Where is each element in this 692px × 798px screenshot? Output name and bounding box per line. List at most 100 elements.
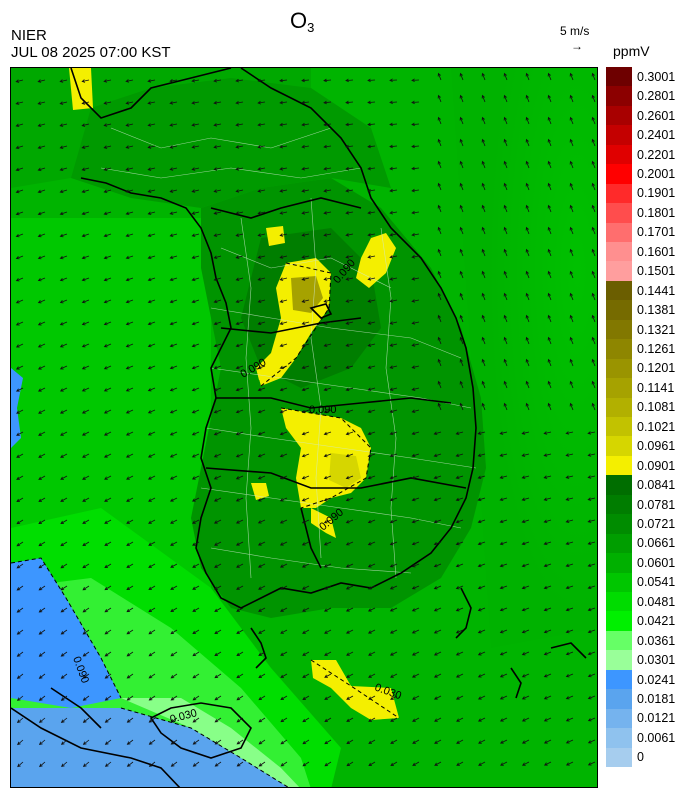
wind-arrow [235, 475, 244, 480]
wind-arrow [525, 292, 530, 301]
wind-arrow [302, 651, 310, 656]
wind-arrow [569, 138, 574, 147]
wind-arrow [345, 277, 354, 281]
wind-arrow [257, 475, 266, 480]
wind-arrow [279, 409, 288, 414]
wind-arrow [148, 761, 156, 767]
wind-arrow [213, 277, 222, 281]
wind-arrow [367, 100, 376, 105]
legend-label: 0.1901 [637, 186, 676, 201]
wind-arrow [169, 101, 178, 105]
wind-arrow [280, 651, 288, 656]
wind-arrow [125, 189, 134, 193]
wind-arrow [345, 255, 354, 259]
wind-arrow [257, 211, 266, 215]
wind-arrow [437, 248, 442, 257]
coastlines [11, 68, 587, 787]
wind-arrow [82, 673, 90, 679]
wind-arrow [235, 365, 244, 370]
legend-label: 0.0661 [637, 536, 676, 551]
wind-arrow [170, 651, 178, 657]
wind-arrow [591, 94, 596, 103]
legend-swatch [606, 339, 632, 360]
wind-arrow [15, 79, 24, 83]
wind-arrow [433, 453, 442, 458]
wind-arrow [323, 519, 332, 524]
wind-arrow [60, 519, 68, 525]
wind-arrow [499, 431, 508, 435]
wind-arrow [15, 145, 24, 150]
wind-arrow [191, 409, 200, 414]
wind-arrow [368, 761, 376, 767]
wind-arrow [213, 387, 222, 392]
wind-arrow [547, 116, 552, 125]
wind-arrow [38, 629, 46, 635]
wind-arrow [389, 166, 398, 171]
wind-arrow [591, 402, 596, 411]
wind-arrow [191, 475, 200, 480]
legend-label: 0.1441 [637, 283, 676, 298]
wind-arrow [525, 160, 530, 169]
wind-arrow [411, 210, 420, 215]
wind-arrow [434, 761, 442, 766]
wind-arrow [279, 189, 288, 193]
wind-arrow [459, 336, 464, 345]
wind-arrow [569, 270, 574, 279]
wind-arrow [345, 563, 354, 568]
wind-arrow [148, 563, 156, 568]
legend-label: 0.1501 [637, 264, 676, 279]
wind-arrow [389, 541, 398, 546]
wind-arrow [235, 211, 244, 215]
wind-arrow [125, 343, 134, 348]
wind-arrow [455, 607, 464, 612]
wind-arrow [16, 453, 24, 458]
wind-arrow [301, 166, 310, 171]
wind-arrow [38, 739, 46, 746]
wind-arrow [236, 761, 244, 767]
wind-arrow [591, 314, 596, 323]
wind-arrow [437, 292, 442, 301]
wind-arrow [323, 475, 332, 480]
wind-arrow [591, 358, 596, 367]
wind-arrow [525, 248, 530, 257]
wind-arrow [16, 409, 24, 414]
wind-arrow [525, 314, 530, 323]
wind-arrow [547, 138, 552, 147]
wind-arrow [258, 607, 266, 612]
wind-arrow [411, 541, 420, 546]
legend-label: 0.0061 [637, 730, 676, 745]
wind-arrow [37, 233, 46, 238]
wind-arrow [16, 695, 24, 701]
wind-arrow [437, 336, 442, 345]
wind-arrow [60, 607, 68, 613]
wind-arrow [192, 629, 200, 635]
wind-arrow [279, 343, 288, 348]
wind-arrow [389, 475, 398, 480]
wind-arrow [257, 277, 266, 281]
wind-arrow [81, 255, 90, 260]
wind-arrow [437, 138, 442, 147]
wind-arrow [437, 94, 442, 103]
wind-arrow [433, 651, 442, 656]
wind-arrow [148, 739, 156, 745]
wind-arrow [456, 717, 464, 722]
wind-vector-field [15, 72, 596, 768]
legend-swatch [606, 494, 632, 515]
wind-arrow [213, 78, 222, 83]
wind-arrow [587, 717, 596, 722]
wind-arrow [565, 651, 574, 656]
legend-label: 0.1261 [637, 341, 676, 356]
wind-arrow [126, 761, 134, 767]
wind-arrow [301, 431, 310, 436]
wind-arrow [521, 519, 530, 524]
legend-label: 0.0901 [637, 458, 676, 473]
legend-swatch [606, 650, 632, 671]
wind-arrow [147, 321, 156, 326]
legend-label: 0.1081 [637, 400, 676, 415]
wind-arrow [569, 402, 574, 411]
wind-arrow [411, 232, 420, 237]
wind-arrow [543, 607, 552, 612]
wind-arrow [301, 387, 310, 392]
wind-arrow [60, 629, 68, 635]
wind-arrow [279, 453, 288, 458]
